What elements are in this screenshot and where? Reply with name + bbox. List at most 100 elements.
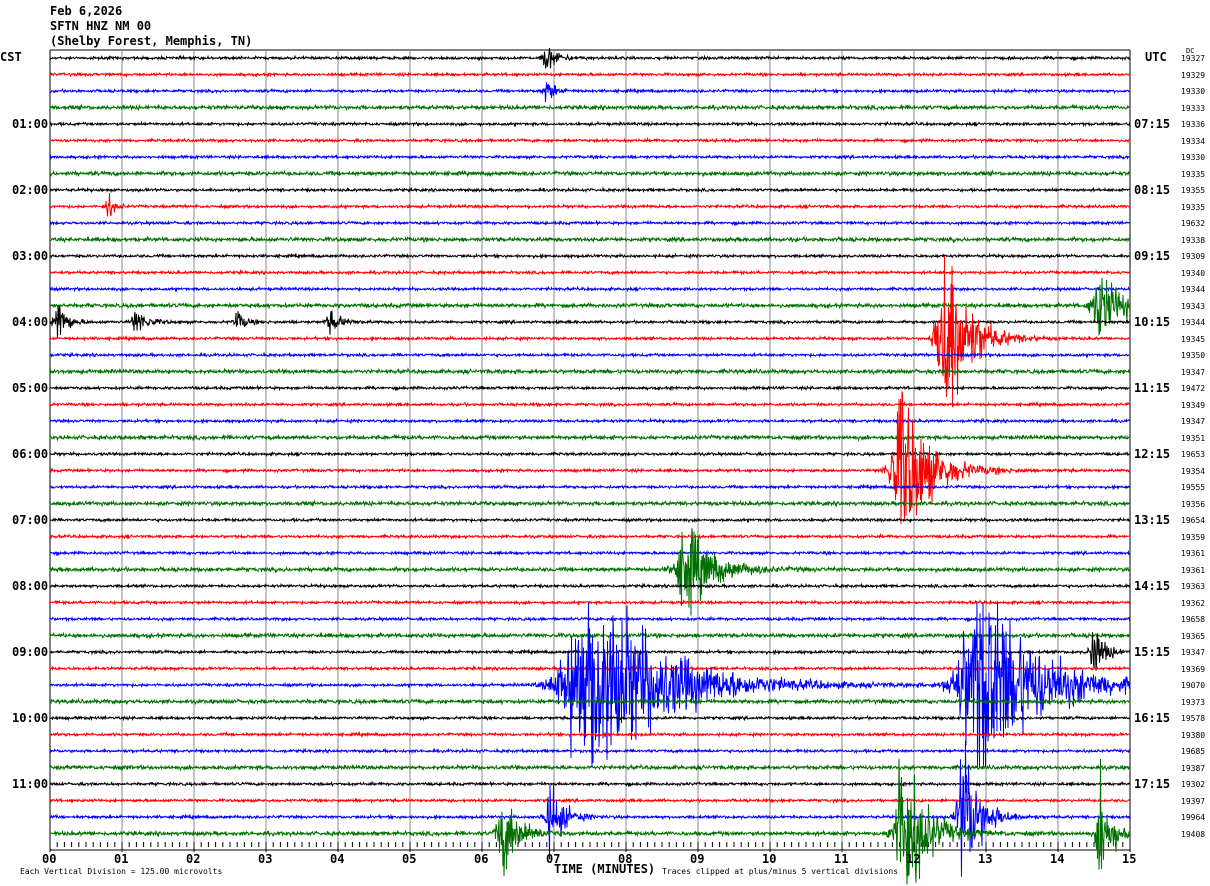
cst-hour-label: 01:00 xyxy=(12,117,49,131)
seismic-trace xyxy=(49,193,1131,217)
dc-value: 19334 xyxy=(1181,136,1206,146)
dc-value: 19344 xyxy=(1181,318,1206,327)
x-tick-label: 03 xyxy=(258,852,273,866)
seismic-trace xyxy=(49,747,1131,755)
dc-value: 19347 xyxy=(1181,648,1206,657)
seismic-trace xyxy=(49,417,1131,425)
scale-note: Each Vertical Division = 125.00 microvol… xyxy=(20,867,223,876)
seismic-trace xyxy=(49,598,1131,606)
cst-hour-label: 09:00 xyxy=(12,645,49,659)
dc-value: 19335 xyxy=(1181,169,1206,179)
dc-value: 19654 xyxy=(1181,516,1206,525)
dc-value: 19653 xyxy=(1181,450,1206,459)
utc-hour-label: 11:15 xyxy=(1134,381,1171,395)
seismic-trace xyxy=(49,797,1131,805)
seismic-trace xyxy=(49,780,1131,788)
utc-hour-label: 12:15 xyxy=(1134,447,1171,461)
utc-label: UTC xyxy=(1145,50,1167,64)
x-tick-label: 04 xyxy=(330,852,345,866)
dc-value: 19302 xyxy=(1181,780,1206,789)
seismic-trace xyxy=(49,499,1130,508)
x-axis-title: TIME (MINUTES) xyxy=(554,862,656,876)
seismic-trace xyxy=(49,103,1131,112)
location-label: (Shelby Forest, Memphis, TN) xyxy=(50,34,253,48)
seismic-trace xyxy=(49,277,1131,337)
seismic-trace xyxy=(49,235,1130,244)
utc-hour-label: 07:15 xyxy=(1134,117,1171,131)
seismic-trace xyxy=(49,740,1131,877)
x-tick-label: 10 xyxy=(762,852,777,866)
seismic-trace xyxy=(49,268,1131,276)
x-tick-label: 01 xyxy=(114,852,129,866)
seismic-trace xyxy=(49,136,1131,144)
dc-value: 19070 xyxy=(1181,681,1206,690)
cst-hour-label: 06:00 xyxy=(12,447,49,461)
utc-hour-label: 17:15 xyxy=(1134,777,1171,791)
dc-value: 19340 xyxy=(1181,268,1206,278)
seismic-trace xyxy=(49,758,1131,885)
dc-value: 19380 xyxy=(1181,730,1206,740)
dc-value: 19355 xyxy=(1181,186,1206,195)
utc-hour-label: 15:15 xyxy=(1134,645,1171,659)
cst-hour-label: 08:00 xyxy=(12,579,49,593)
dc-value: 19354 xyxy=(1181,466,1206,476)
dc-value: 19329 xyxy=(1181,70,1206,80)
x-tick-label: 13 xyxy=(978,852,993,866)
dc-value: 19578 xyxy=(1181,714,1206,723)
dc-label: DC xyxy=(1186,47,1195,55)
dc-value: 19344 xyxy=(1181,285,1206,294)
x-tick-label: 06 xyxy=(474,852,489,866)
seismic-trace xyxy=(49,615,1131,623)
dc-value: 19362 xyxy=(1181,598,1206,608)
dc-value: 19361 xyxy=(1181,565,1206,575)
seismic-trace xyxy=(49,153,1131,161)
utc-hour-label: 09:15 xyxy=(1134,249,1171,263)
x-tick-label: 11 xyxy=(834,852,849,866)
dc-value: 19472 xyxy=(1181,384,1206,393)
dc-value: 19361 xyxy=(1181,549,1206,558)
seismic-trace xyxy=(49,730,1131,739)
seismic-trace xyxy=(49,47,1131,69)
cst-hour-label: 11:00 xyxy=(12,777,49,791)
seismic-trace xyxy=(49,763,1131,772)
seismic-trace xyxy=(49,391,1131,525)
seismic-trace xyxy=(49,483,1131,491)
utc-hour-label: 08:15 xyxy=(1134,183,1171,197)
x-tick-label: 09 xyxy=(690,852,705,866)
x-tick-label: 05 xyxy=(402,852,417,866)
seismic-trace xyxy=(50,516,1131,524)
utc-hour-label: 14:15 xyxy=(1134,579,1171,593)
clip-note: Traces clipped at plus/minus 5 vertical … xyxy=(662,867,899,876)
dc-value: 19335 xyxy=(1181,202,1206,212)
cst-hour-label: 07:00 xyxy=(12,513,49,527)
dc-value: 19359 xyxy=(1181,532,1206,542)
seismic-trace xyxy=(49,252,1131,260)
seismic-trace xyxy=(49,82,1131,103)
dc-value: 19408 xyxy=(1181,829,1206,839)
dc-value: 19964 xyxy=(1181,813,1206,822)
dc-value: 19309 xyxy=(1181,252,1206,261)
seismic-trace xyxy=(49,602,1131,768)
seismic-trace xyxy=(49,255,1131,408)
seismic-trace xyxy=(49,384,1131,392)
cst-hour-label: 03:00 xyxy=(12,249,49,263)
dc-value: 19345 xyxy=(1181,334,1206,344)
utc-hour-label: 13:15 xyxy=(1134,513,1171,527)
dc-value: 19365 xyxy=(1181,631,1206,641)
dc-value: 19356 xyxy=(1181,499,1206,509)
x-tick-label: 00 xyxy=(42,852,57,866)
seismic-trace xyxy=(49,367,1131,376)
x-tick-label: 02 xyxy=(186,852,201,866)
dc-value: 19555 xyxy=(1181,483,1206,492)
seismic-trace xyxy=(49,401,1131,409)
seismic-trace xyxy=(49,351,1131,359)
station-label: SFTN HNZ NM 00 xyxy=(50,19,152,33)
dc-value: 19343 xyxy=(1181,301,1206,311)
cst-hour-label: 05:00 xyxy=(12,381,49,395)
dc-value: 19347 xyxy=(1181,417,1206,426)
seismic-trace xyxy=(50,169,1131,178)
seismic-trace xyxy=(49,285,1131,293)
dc-value: 19685 xyxy=(1181,747,1206,756)
x-tick-label: 14 xyxy=(1050,852,1065,866)
